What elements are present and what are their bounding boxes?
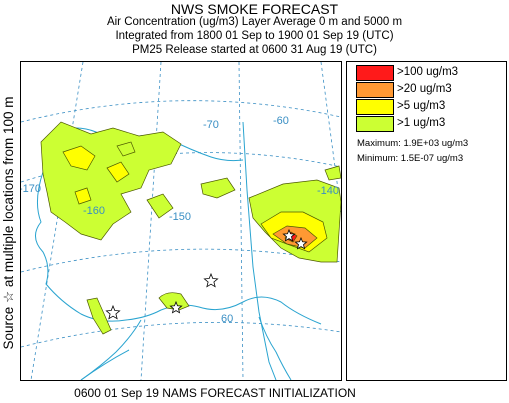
subtitle-layer: Air Concentration (ug/m3) Layer Average … (106, 16, 403, 28)
legend-swatch (356, 99, 394, 115)
source-side-text: Source ☆ at multiple locations from 100 … (1, 96, 16, 349)
source-star-icon (169, 300, 183, 314)
smoke-plume-eastern (200, 165, 341, 263)
legend-swatch (356, 116, 394, 132)
graticule-labels: -170 -160 -150 -70 -60 -140 60 (21, 115, 339, 325)
graticule-label: -70 (203, 119, 219, 131)
source-star-icon (203, 272, 219, 288)
source-star-icon (282, 228, 296, 242)
smoke-plume-south (86, 292, 190, 335)
legend-swatch (356, 65, 394, 81)
subtitle-integration: Integrated from 1800 01 Sep to 1900 01 S… (115, 30, 394, 42)
legend-maximum: Maximum: 1.9E+03 ug/m3 (357, 138, 469, 149)
legend-label: >100 ug/m3 (397, 66, 459, 78)
source-markers (105, 228, 308, 320)
international-border (242, 121, 277, 380)
source-star-icon (294, 236, 308, 250)
graticule-label: 60 (221, 313, 233, 325)
legend-swatch (356, 82, 394, 98)
graticule-label: -60 (273, 115, 289, 127)
smoke-plume-western (40, 121, 182, 241)
map-canvas: -170 -160 -150 -70 -60 -140 60 (21, 62, 341, 380)
graticule-label: -140 (317, 185, 339, 197)
map-panel: -170 -160 -150 -70 -60 -140 60 (20, 61, 342, 381)
footer-initialization: 0600 01 Sep 19 NAMS FORECAST INITIALIZAT… (74, 386, 356, 400)
source-side-label: Source ☆ at multiple locations from 100 … (0, 60, 18, 385)
legend-label: >5 ug/m3 (397, 100, 446, 112)
legend-panel: >100 ug/m3 >20 ug/m3 >5 ug/m3 >1 ug/m3 M… (346, 61, 507, 381)
legend-minimum: Minimum: 1.5E-07 ug/m3 (357, 153, 464, 164)
graticule-label: -150 (169, 211, 191, 223)
graticule-label: -160 (83, 205, 105, 217)
legend-label: >20 ug/m3 (397, 83, 452, 95)
graticule-label: -170 (21, 183, 41, 195)
subtitle-release: PM25 Release started at 0600 31 Aug 19 (… (132, 44, 377, 56)
map-title: NWS SMOKE FORECAST (170, 1, 339, 17)
legend-label: >1 ug/m3 (397, 117, 446, 129)
source-star-icon (105, 304, 121, 320)
